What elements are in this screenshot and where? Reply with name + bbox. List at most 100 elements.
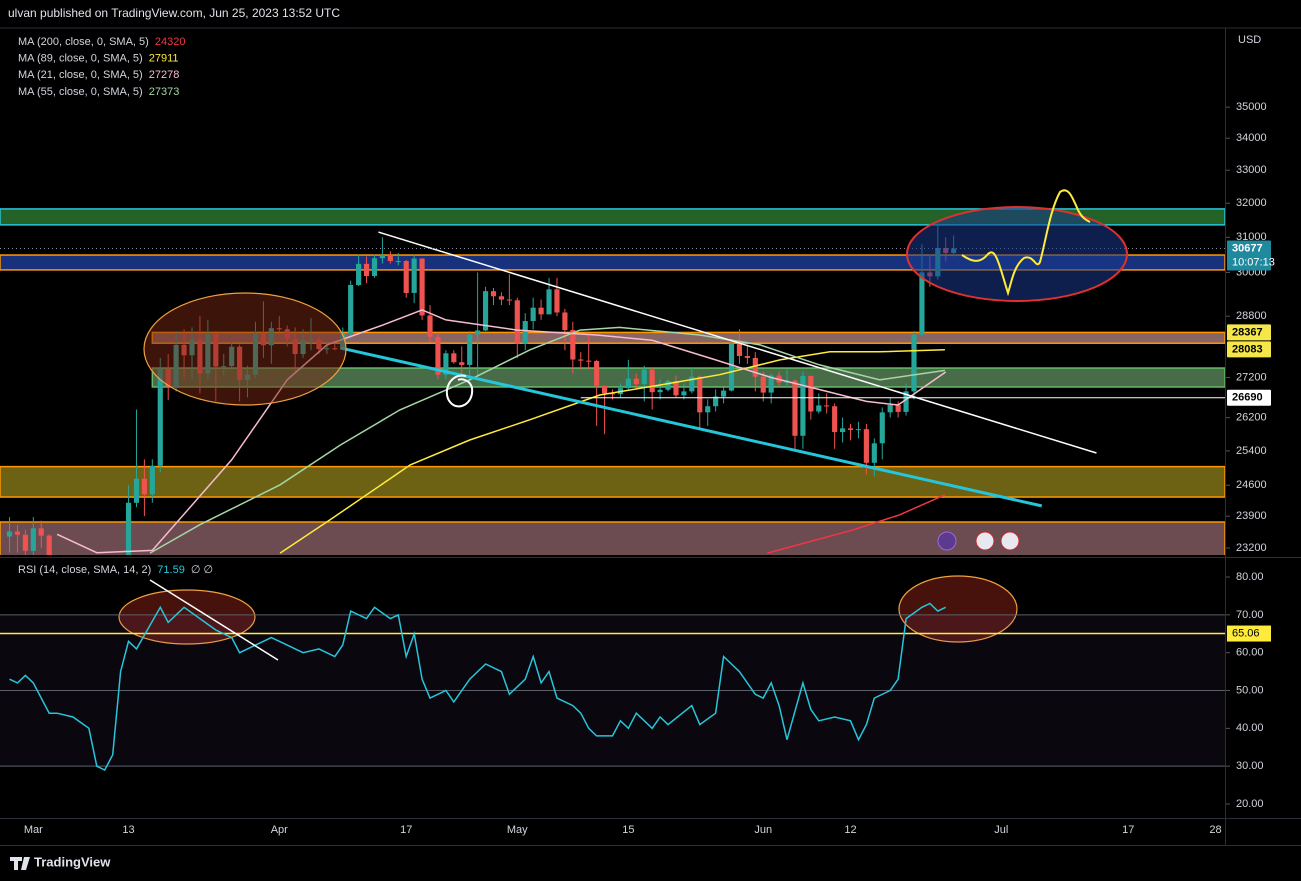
x-tick-label: 13 [122, 824, 134, 836]
candle-body [871, 443, 877, 463]
candle-body [490, 291, 497, 297]
countdown-label: 10:07:13 [1232, 256, 1275, 268]
moving-average [767, 494, 946, 554]
candle-body [649, 369, 655, 393]
candle-body [713, 396, 719, 407]
brand-logo [10, 857, 30, 870]
moving-average [149, 326, 946, 554]
candle-body [435, 336, 441, 375]
price-zone [0, 208, 1225, 226]
price-zone [0, 465, 1225, 498]
candle-body [887, 405, 893, 413]
highlight-ellipse [898, 575, 1018, 643]
candle-body [752, 357, 758, 377]
candle-body [625, 378, 631, 389]
y-tick-label: 24600 [1236, 479, 1267, 491]
candle-body [657, 389, 663, 393]
rsi-trendline [149, 579, 279, 661]
candle-body [673, 381, 679, 396]
legend-entry: MA (55, close, 0, SMA, 5) 27373 [18, 86, 179, 98]
currency-label: USD [1238, 34, 1261, 46]
candle-body [387, 255, 393, 262]
candle-body [840, 428, 846, 433]
candle-body [348, 284, 354, 334]
candle-body [863, 429, 869, 463]
candle-body [633, 378, 639, 385]
candle-body [403, 261, 409, 293]
y-tick-label: 28800 [1236, 310, 1267, 322]
rsi-line [9, 602, 947, 771]
x-tick-label: 12 [844, 824, 856, 836]
candle-body [832, 406, 838, 433]
rsi-layer [0, 602, 1225, 771]
candle-body [689, 376, 695, 392]
legend-value: 27911 [149, 53, 179, 65]
candle-body [594, 361, 600, 386]
candle-body [14, 531, 21, 535]
candle-body [601, 385, 608, 394]
candle-body [498, 296, 505, 300]
candle-body [363, 263, 370, 276]
y-tick-label: 40.00 [1236, 722, 1264, 734]
candle-body [38, 528, 44, 536]
brand-name[interactable]: TradingView [34, 854, 111, 869]
price-label: 30677 [1232, 242, 1263, 254]
legend: MA (200, close, 0, SMA, 5) 24320 MA (89, c… [18, 36, 213, 576]
candle-body [538, 307, 544, 315]
candle-body [379, 255, 385, 259]
event-icon[interactable] [937, 531, 957, 551]
legend-label: MA (89, close, 0, SMA, 5) [18, 53, 143, 65]
x-tick-label: Jun [754, 824, 772, 836]
event-icon[interactable] [1000, 531, 1020, 551]
legend-entry: MA (21, close, 0, SMA, 5) 27278 [18, 69, 179, 81]
rsi-signal-label: 65.06 [1232, 627, 1260, 639]
candle-body [522, 321, 528, 344]
highlight-ellipse [906, 206, 1128, 302]
legend-label: RSI (14, close, SMA, 14, 2) [18, 564, 151, 576]
hand-circle [445, 374, 474, 408]
candle-body [728, 343, 735, 391]
y-tick-label: 50.00 [1236, 684, 1264, 696]
y-tick-label: 30.00 [1236, 760, 1264, 772]
candle-body [847, 428, 854, 430]
candle-body [760, 376, 766, 393]
y-tick-label: 32000 [1236, 197, 1267, 209]
price-label-box [1227, 324, 1271, 341]
y-tick-label: 35000 [1236, 101, 1267, 113]
candle-body [411, 258, 417, 293]
candle-body [792, 380, 798, 436]
candle-body [800, 375, 806, 436]
candle-body [570, 330, 576, 360]
price-label-box [1227, 389, 1271, 406]
legend-label: MA (21, close, 0, SMA, 5) [18, 69, 143, 81]
price-zone [0, 521, 1225, 555]
price-label: 28367 [1232, 326, 1263, 338]
candle-body [475, 330, 481, 335]
candle-body [744, 356, 750, 358]
projection-path [961, 189, 1091, 297]
candle-body [149, 465, 155, 495]
y-tick-label: 27200 [1236, 371, 1267, 383]
y-tick-label: 31000 [1236, 231, 1267, 243]
candle-body [586, 360, 592, 362]
legend-label: MA (200, close, 0, SMA, 5) [18, 36, 149, 48]
y-tick-label: 34000 [1236, 132, 1267, 144]
moving-average [279, 349, 945, 554]
x-tick-label: 17 [1122, 824, 1134, 836]
candle-body [919, 272, 925, 335]
price-layer [0, 223, 1225, 555]
candle-body [855, 429, 862, 431]
x-tick-label: Jul [994, 824, 1008, 836]
candle-body [514, 300, 520, 344]
candle-body [816, 405, 822, 412]
candle-body [530, 307, 536, 322]
x-tick-label: 15 [622, 824, 634, 836]
candle-body [546, 289, 552, 315]
legend-entry: MA (89, close, 0, SMA, 5) 27911 [18, 53, 179, 65]
event-icon[interactable] [975, 531, 995, 551]
x-tick-label: Apr [271, 824, 288, 836]
x-tick-label: 17 [400, 824, 412, 836]
candle-body [665, 381, 671, 390]
